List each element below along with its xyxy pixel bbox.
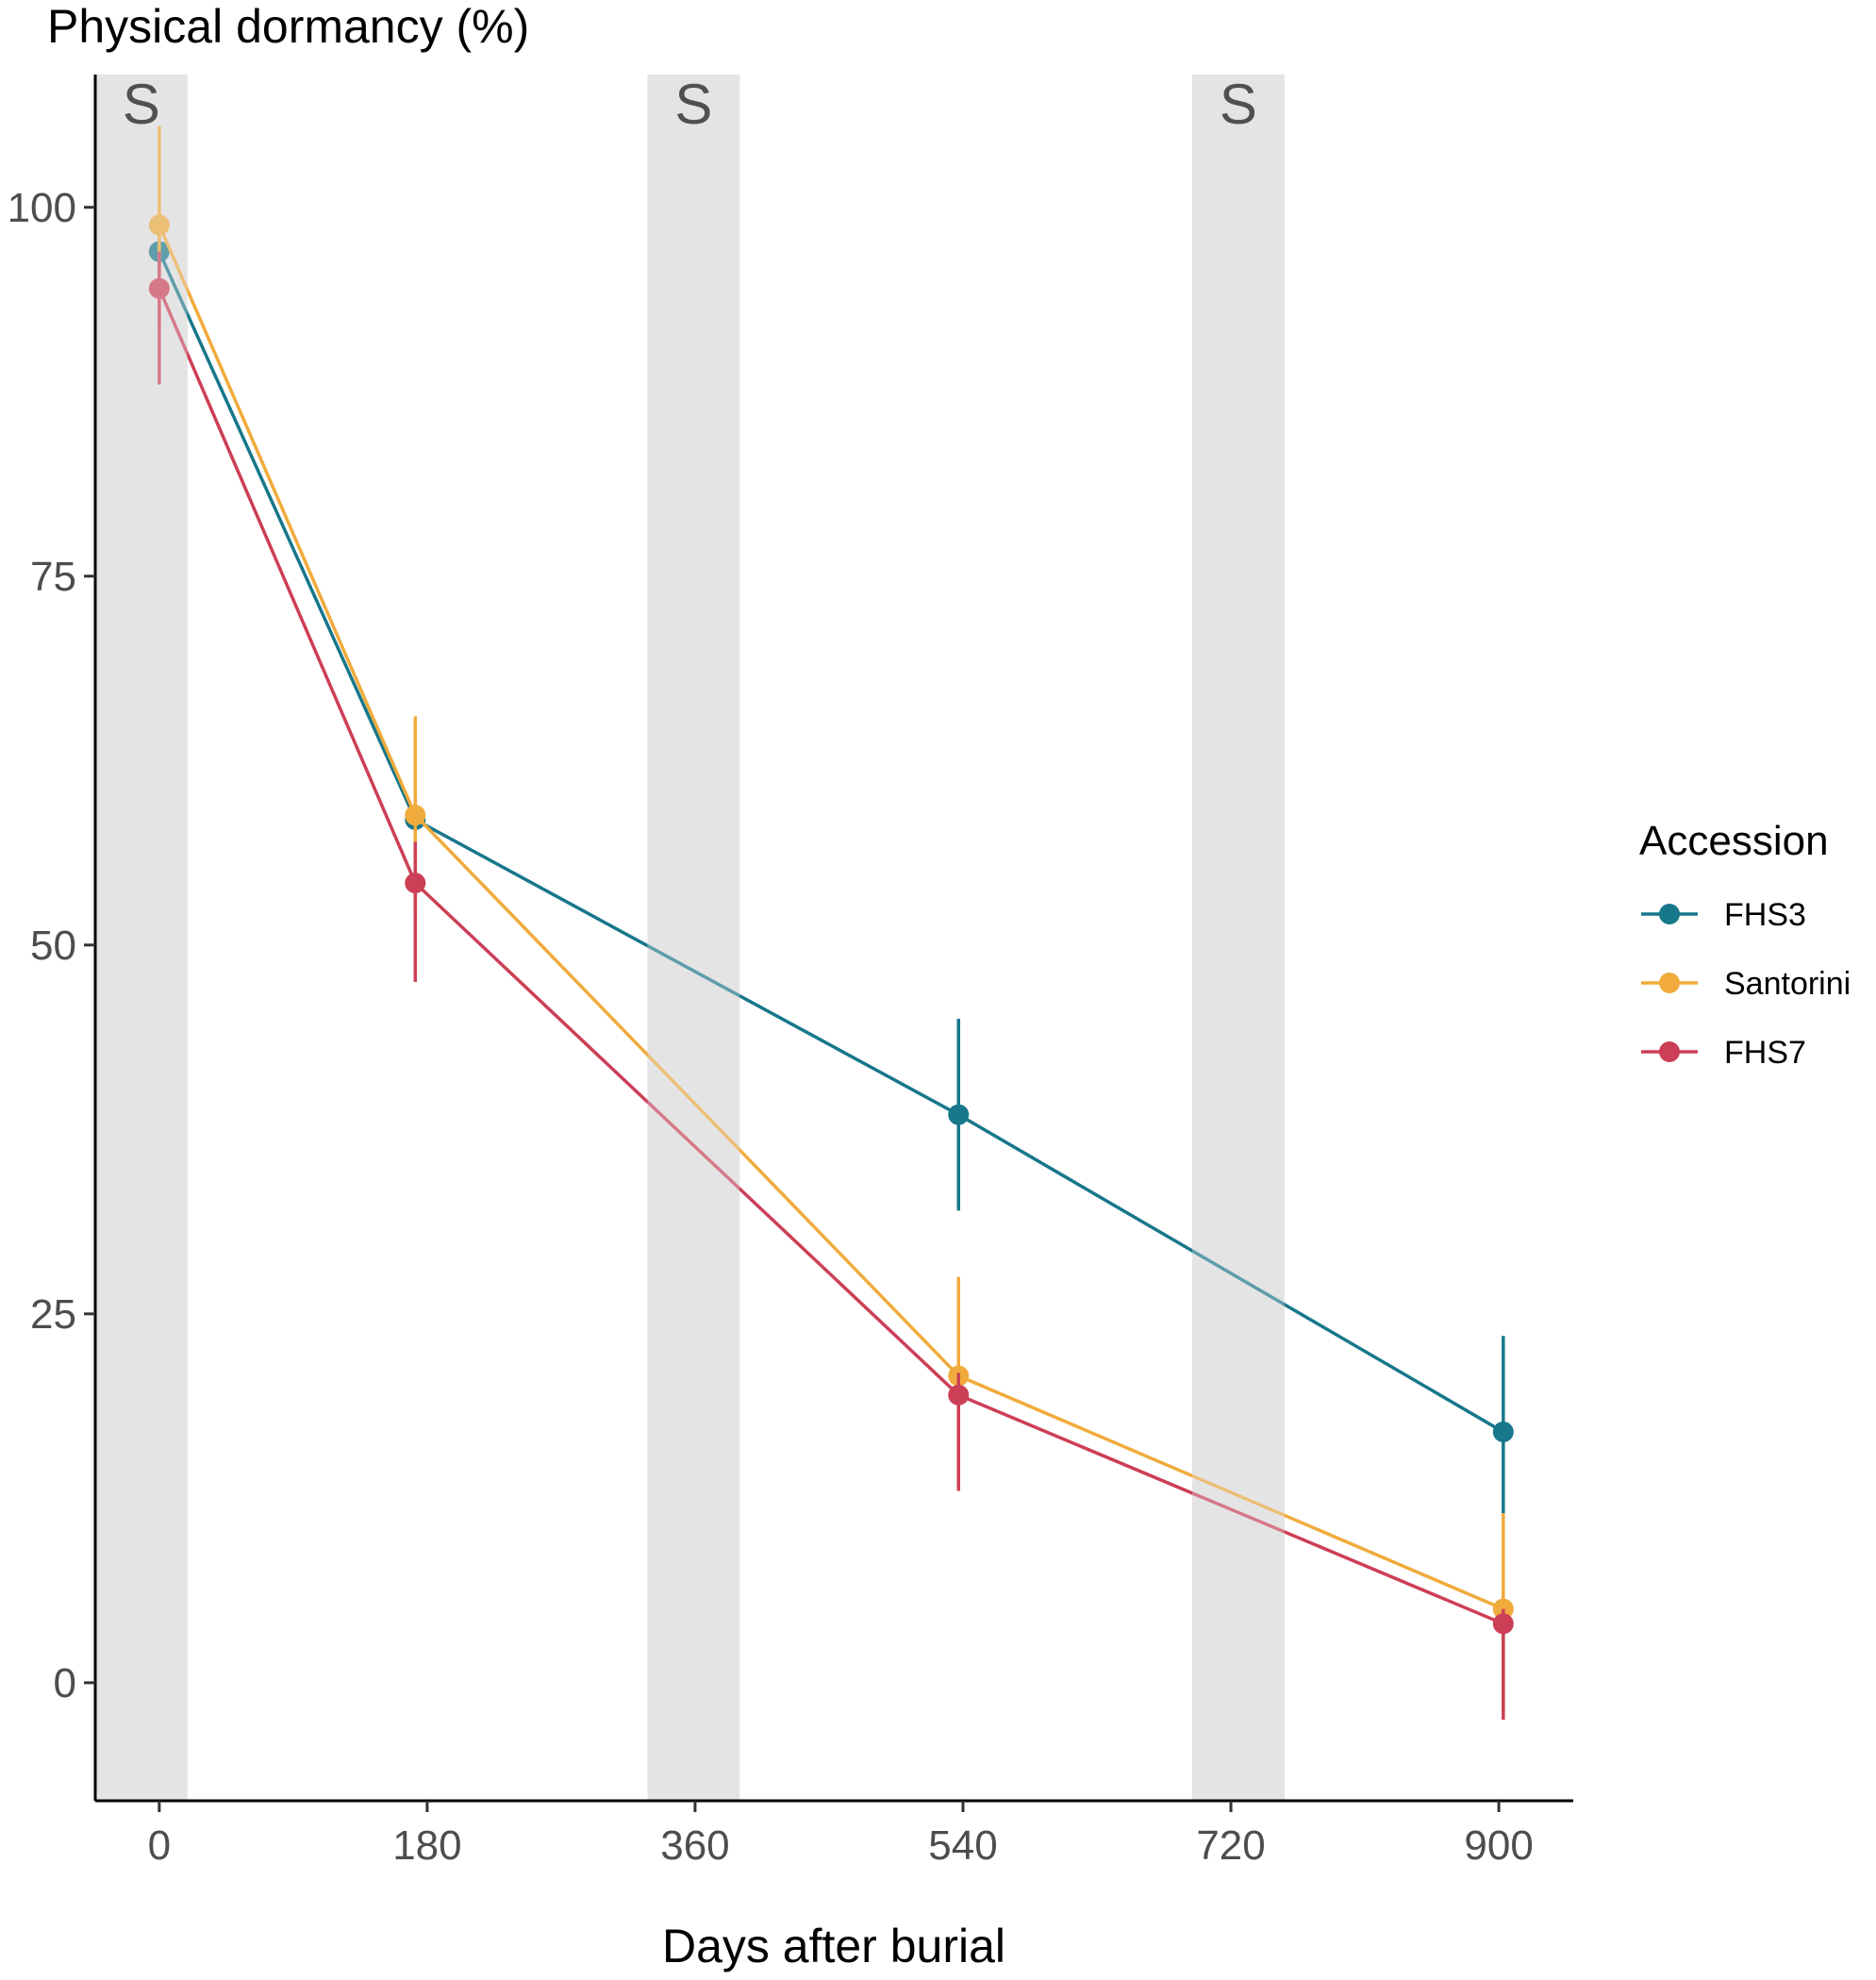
shaded-period-label: S: [123, 73, 160, 136]
legend-title: Accession: [1639, 818, 1829, 864]
shaded-period-label: S: [1220, 73, 1257, 136]
y-tick-label: 75: [30, 554, 76, 600]
shaded-period-label: S: [674, 73, 712, 136]
shaded-period-overlay-2: [647, 75, 740, 1801]
x-tick-label: 360: [660, 1822, 729, 1869]
legend-marker-fhs7: [1659, 1041, 1680, 1062]
data-point-santorini: [405, 805, 426, 826]
y-tick-label: 50: [30, 923, 76, 969]
data-point-fhs3: [948, 1104, 970, 1125]
x-tick-label: 180: [392, 1822, 461, 1869]
legend-marker-santorini: [1659, 973, 1680, 993]
legend-label-fhs3: FHS3: [1724, 897, 1806, 933]
legend: Accession FHS3 Santorini FHS7: [1639, 818, 1851, 1071]
legend-label-fhs7: FHS7: [1724, 1035, 1806, 1071]
y-axis-ticks: 0 25 50 75 100: [8, 185, 95, 1706]
series-fhs3: [148, 237, 1514, 1513]
data-point-fhs7: [148, 277, 170, 299]
x-tick-label: 720: [1196, 1822, 1265, 1869]
series-line-santorini: [158, 224, 1504, 1611]
x-tick-label: 900: [1464, 1822, 1533, 1869]
data-point-fhs3: [1492, 1421, 1514, 1442]
series-line-fhs7: [158, 288, 1504, 1625]
data-point-fhs7: [405, 873, 426, 894]
plot-series: [95, 75, 1514, 1801]
series-line-fhs3: [158, 250, 1504, 1434]
data-point-santorini: [148, 214, 170, 236]
series-fhs7: [148, 251, 1514, 1720]
x-tick-label: 540: [928, 1822, 997, 1869]
shaded-period-overlay-1: [95, 75, 188, 1801]
x-axis-ticks: 0 180 360 540 720 900: [148, 1801, 1534, 1869]
shaded-period-overlay-3: [1192, 75, 1285, 1801]
x-axis-title: Days after burial: [662, 1920, 1005, 1972]
shaded-period-1: [95, 75, 188, 1801]
legend-marker-fhs3: [1659, 904, 1680, 924]
y-tick-label: 0: [54, 1660, 76, 1706]
series-santorini: [148, 125, 1514, 1713]
y-axis-title: Physical dormancy (%): [47, 0, 529, 53]
y-tick-label: 100: [8, 185, 76, 231]
data-point-fhs7: [948, 1384, 970, 1406]
x-tick-label: 0: [148, 1822, 171, 1869]
legend-label-santorini: Santorini: [1724, 966, 1851, 1002]
data-point-fhs7: [1492, 1613, 1514, 1635]
shaded-period-2: [647, 75, 740, 1801]
y-tick-label: 25: [30, 1291, 76, 1338]
